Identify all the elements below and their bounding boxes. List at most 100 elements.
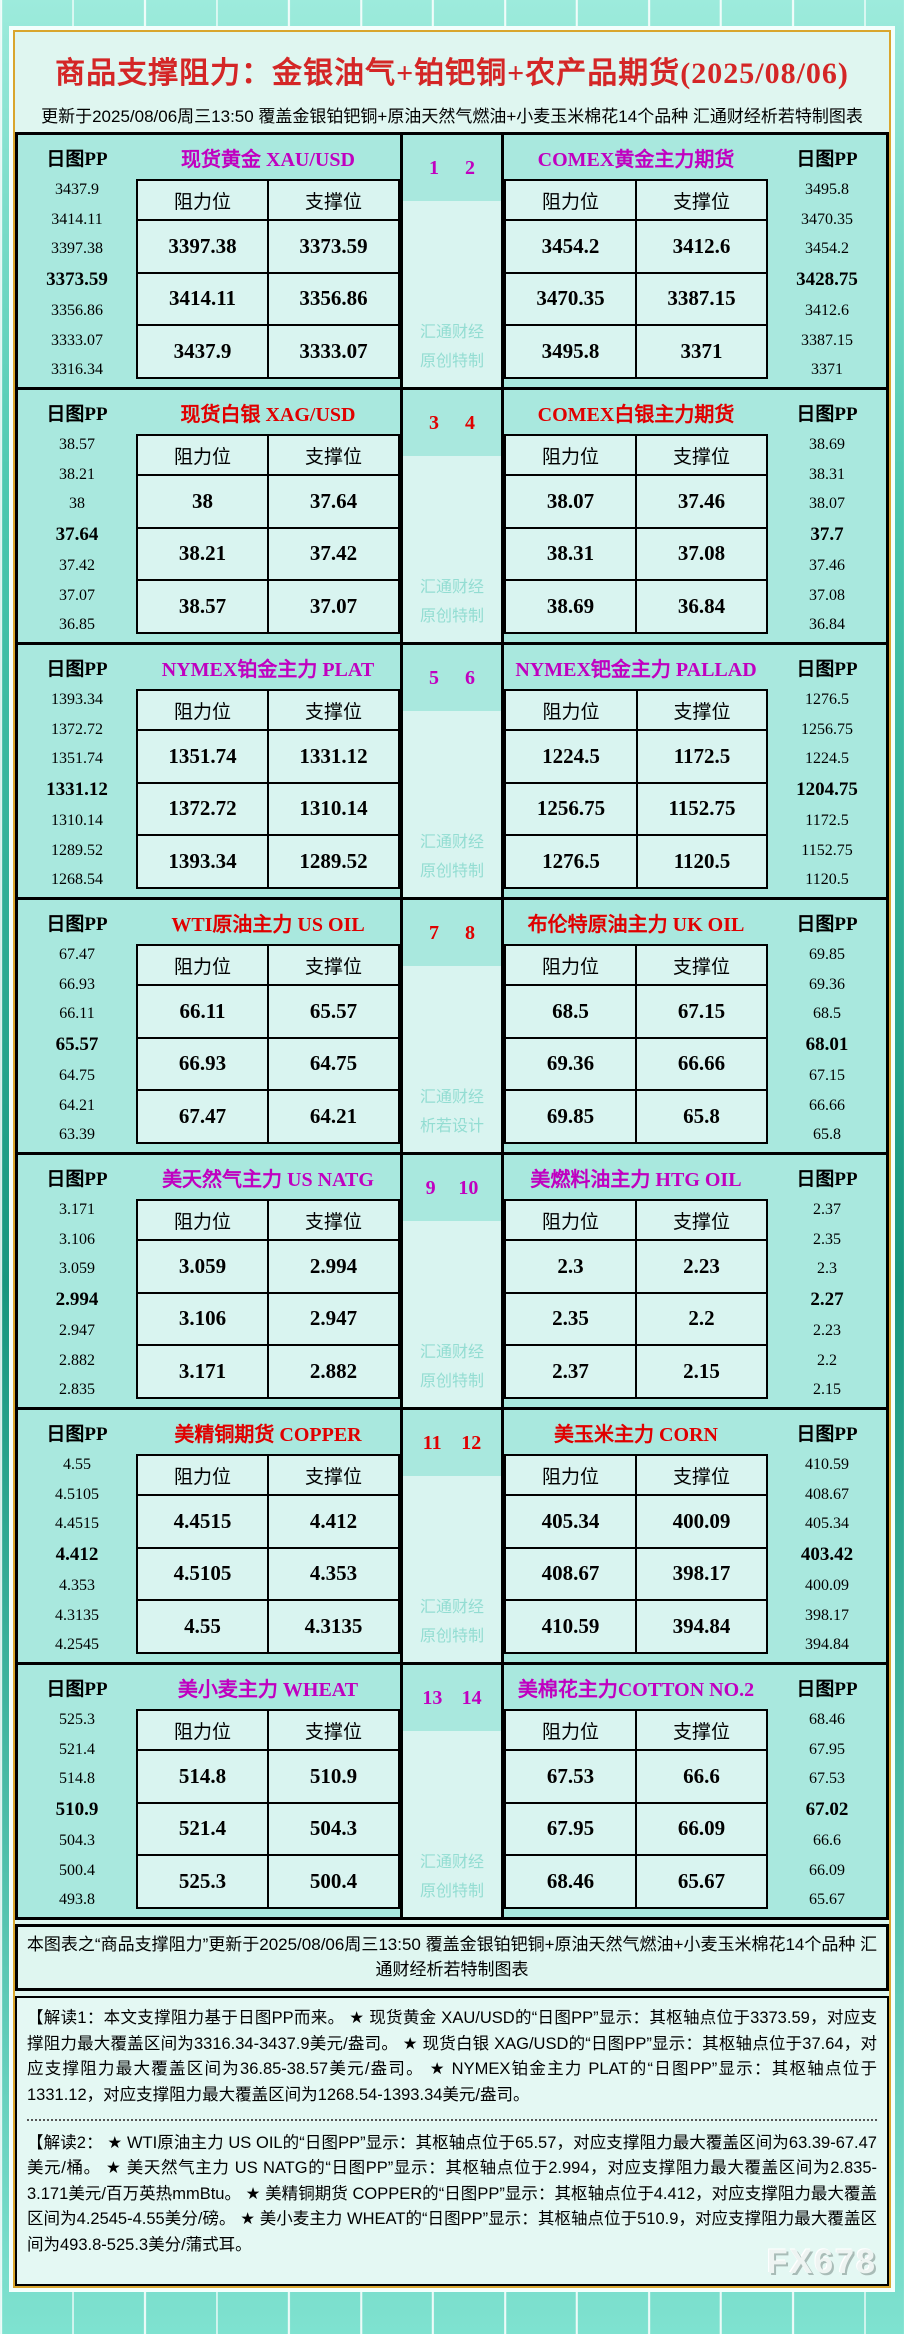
pp-value: 2.37 (813, 1201, 841, 1218)
brand-watermark: 汇通财经 原创特制 (403, 319, 501, 387)
pp-value: 67.15 (809, 1067, 845, 1085)
resistance-cell: 68.46 (504, 1854, 637, 1909)
pp-value: 3412.6 (805, 302, 849, 320)
note-paragraph-1: 【解读1：本文支撑阻力基于日图PP而来。 ★ 现货黄金 XAU/USD的“日图P… (27, 2009, 877, 2104)
levels-table-right: 阻力位 支撑位 38.07 37.46 38.31 37.08 38.69 36… (504, 434, 768, 634)
support-cell: 2.23 (635, 1239, 768, 1294)
resistance-cell: 410.59 (504, 1599, 637, 1654)
pp-value: 3316.34 (51, 361, 103, 379)
page-title: 商品支撑阻力：金银油气+铂钯铜+农产品期货(2025/08/06) (55, 57, 849, 90)
pp-value: 1393.34 (51, 691, 103, 708)
pp-value: 36.85 (59, 616, 95, 634)
pp-value: 410.59 (805, 1456, 849, 1473)
footer-note: 本图表之“商品支撑阻力”更新于2025/08/06周三13:50 覆盖金银铂钯铜… (15, 1924, 889, 1992)
commodity-section: 日图PP 3.171 3.106 3.059 2.994 2.947 2.882… (18, 1152, 886, 1407)
resistance-header: 阻力位 (504, 944, 637, 986)
brand-watermark-line2: 原创特制 (419, 608, 484, 626)
pp-values-left: 525.3 521.4 514.8 510.9 504.3 500.4 493.… (18, 1709, 136, 1917)
resistance-cell: 69.36 (504, 1036, 637, 1092)
commodity-section: 日图PP 525.3 521.4 514.8 510.9 504.3 500.4… (18, 1662, 886, 1920)
support-cell: 36.84 (635, 579, 768, 634)
support-cell: 64.21 (267, 1089, 400, 1144)
support-cell: 2.882 (267, 1344, 400, 1399)
page-subtitle: 更新于2025/08/06周三13:50 覆盖金银铂钯铜+原油天然气燃油+小麦玉… (41, 107, 863, 126)
resistance-cell: 2.3 (504, 1239, 637, 1294)
brand-watermark: 汇通财经 原创特制 (403, 829, 501, 897)
support-cell: 500.4 (267, 1854, 400, 1909)
infographic-content: 商品支撑阻力：金银油气+铂钯铜+农产品期货(2025/08/06) 更新于202… (13, 30, 891, 2289)
dotted-divider (27, 2118, 877, 2121)
pp-value: 66.93 (59, 975, 95, 993)
instrument-left: 现货白银 XAG/USD 阻力位 支撑位 38 37.64 38.21 37.4… (136, 390, 400, 642)
pair-index-left: 13 (422, 1686, 443, 1709)
support-cell: 510.9 (267, 1749, 400, 1804)
pair-index-right: 8 (465, 921, 475, 944)
pair-index-right: 10 (458, 1176, 479, 1199)
resistance-cell: 67.47 (136, 1089, 269, 1144)
brand-watermark-line2: 原创特制 (419, 863, 484, 881)
pp-value: 2.23 (813, 1322, 841, 1340)
resistance-cell: 4.55 (136, 1599, 269, 1654)
support-header: 支撑位 (267, 1709, 400, 1751)
support-cell: 1331.12 (267, 729, 400, 784)
support-cell: 65.8 (635, 1089, 768, 1144)
instrument-right: 美棉花主力COTTON NO.2 阻力位 支撑位 67.53 66.6 67.9… (504, 1665, 768, 1917)
pp-value: 66.11 (59, 1005, 95, 1023)
pp-pivot-value: 2.27 (810, 1288, 844, 1310)
pp-value: 38.57 (59, 436, 95, 453)
pp-value: 1276.5 (805, 691, 849, 708)
instrument-left: NYMEX铂金主力 PLAT 阻力位 支撑位 1351.74 1331.12 1… (136, 645, 400, 897)
resistance-cell: 1224.5 (503, 729, 639, 784)
pp-column-right: 日图PP 3495.8 3470.35 3454.2 3428.75 3412.… (768, 135, 886, 387)
support-header: 支撑位 (635, 1454, 768, 1496)
pp-column-title: 日图PP (46, 148, 108, 170)
pair-index-right: 6 (465, 666, 475, 689)
pp-value: 67.53 (809, 1770, 845, 1788)
pp-value: 1224.5 (805, 750, 849, 768)
middle-column: 7 8 汇通财经 析若设计 (400, 900, 504, 1152)
pp-values-right: 410.59 408.67 405.34 403.42 400.09 398.1… (768, 1454, 886, 1662)
middle-spacer (403, 456, 501, 574)
brand-watermark-line1: 汇通财经 (419, 1599, 484, 1617)
instrument-name-left: NYMEX铂金主力 PLAT (161, 658, 375, 681)
brand-watermark: 汇通财经 原创特制 (403, 1849, 501, 1917)
notes-box: 【解读1：本文支撑阻力基于日图PP而来。 ★ 现货黄金 XAU/USD的“日图P… (15, 1996, 889, 2287)
pp-pivot-value: 1204.75 (796, 778, 858, 800)
pp-value: 65.8 (813, 1126, 841, 1144)
resistance-cell: 67.95 (504, 1801, 637, 1857)
support-cell: 1152.75 (636, 781, 768, 837)
pp-value: 4.353 (59, 1577, 95, 1595)
middle-spacer (403, 201, 501, 319)
middle-column: 13 14 汇通财经 原创特制 (400, 1665, 504, 1917)
levels-table-left: 阻力位 支撑位 4.4515 4.412 4.5105 4.353 4.55 4… (136, 1454, 400, 1654)
support-cell: 3412.6 (635, 219, 768, 274)
support-cell: 1310.14 (267, 781, 400, 837)
pp-value: 37.46 (809, 557, 845, 575)
resistance-cell: 4.4515 (136, 1494, 269, 1549)
pp-value: 4.3135 (55, 1606, 99, 1624)
support-cell: 4.412 (267, 1494, 400, 1549)
pp-value: 400.09 (805, 1577, 849, 1595)
support-header: 支撑位 (267, 944, 400, 986)
pp-value: 2.882 (59, 1351, 95, 1369)
levels-table-right: 阻力位 支撑位 67.53 66.6 67.95 66.09 68.46 65.… (504, 1709, 768, 1909)
resistance-cell: 66.93 (136, 1036, 269, 1092)
brand-watermark: 汇通财经 原创特制 (403, 1594, 501, 1662)
instrument-name-right: 美燃料油主力 HTG OIL (530, 1168, 742, 1191)
pp-column-title: 日图PP (46, 1423, 108, 1445)
pp-column-title: 日图PP (46, 658, 108, 680)
pp-column-title: 日图PP (796, 1423, 858, 1445)
support-header: 支撑位 (636, 689, 768, 731)
instrument-name-left: WTI原油主力 US OIL (171, 913, 365, 936)
levels-table-right: 阻力位 支撑位 1224.5 1172.5 1256.75 1152.75 12… (503, 689, 768, 889)
pp-value: 514.8 (59, 1770, 95, 1788)
resistance-cell: 38.31 (504, 526, 637, 582)
resistance-header: 阻力位 (504, 1199, 637, 1241)
instrument-name-left: 美精铜期货 COPPER (174, 1423, 362, 1446)
pp-value: 37.42 (59, 557, 95, 575)
resistance-cell: 38.69 (504, 579, 637, 634)
pp-value: 1351.74 (51, 750, 103, 768)
resistance-cell: 38 (136, 474, 269, 529)
pair-index: 1 2 (403, 135, 501, 201)
pp-column-left: 日图PP 38.57 38.21 38 37.64 37.42 37.07 36… (18, 390, 136, 642)
